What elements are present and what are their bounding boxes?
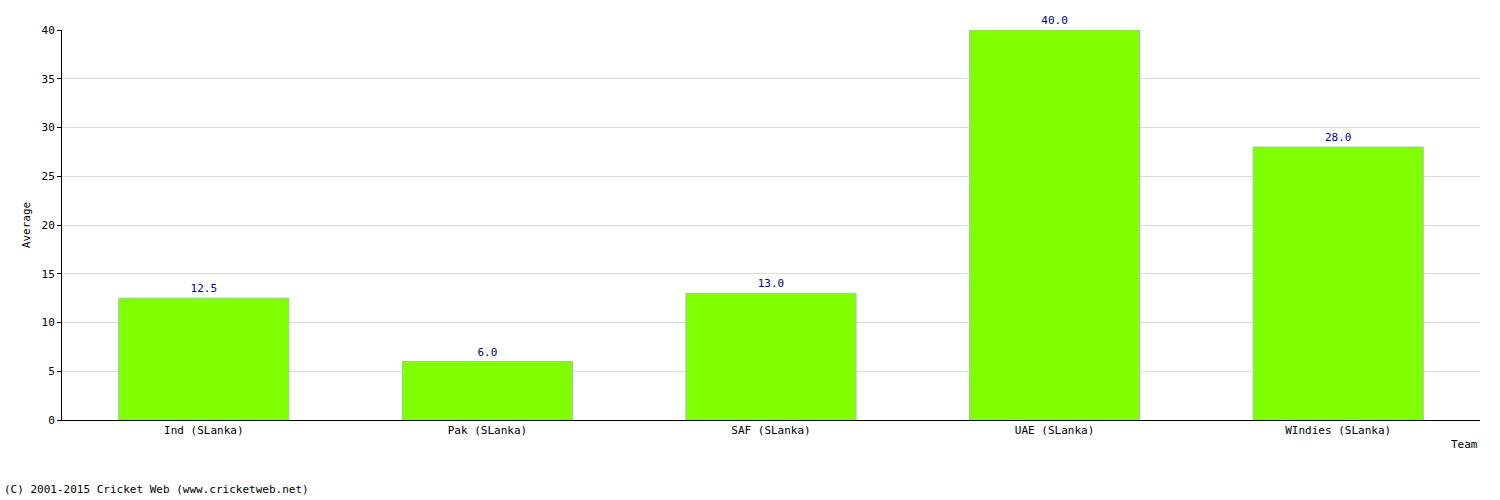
svg-text:13.0: 13.0 [758,277,785,290]
svg-text:40: 40 [42,24,55,37]
svg-text:Team: Team [1451,438,1478,451]
svg-text:30: 30 [42,121,55,134]
svg-text:10: 10 [42,316,55,329]
svg-text:28.0: 28.0 [1325,131,1352,144]
svg-text:UAE (SLanka): UAE (SLanka) [1015,424,1094,437]
svg-text:WIndies (SLanka): WIndies (SLanka) [1285,424,1391,437]
svg-text:Pak (SLanka): Pak (SLanka) [448,424,527,437]
svg-text:20: 20 [42,219,55,232]
svg-text:40.0: 40.0 [1041,14,1068,27]
svg-text:12.5: 12.5 [191,282,218,295]
svg-text:0: 0 [48,414,55,427]
svg-text:6.0: 6.0 [477,346,497,359]
svg-text:25: 25 [42,170,55,183]
svg-text:Average: Average [20,202,33,248]
svg-text:Ind (SLanka): Ind (SLanka) [164,424,243,437]
svg-text:15: 15 [42,268,55,281]
svg-text:(C) 2001-2015 Cricket Web (www: (C) 2001-2015 Cricket Web (www.cricketwe… [4,483,309,496]
svg-text:SAF (SLanka): SAF (SLanka) [731,424,810,437]
svg-text:5: 5 [48,365,55,378]
svg-text:35: 35 [42,73,55,86]
